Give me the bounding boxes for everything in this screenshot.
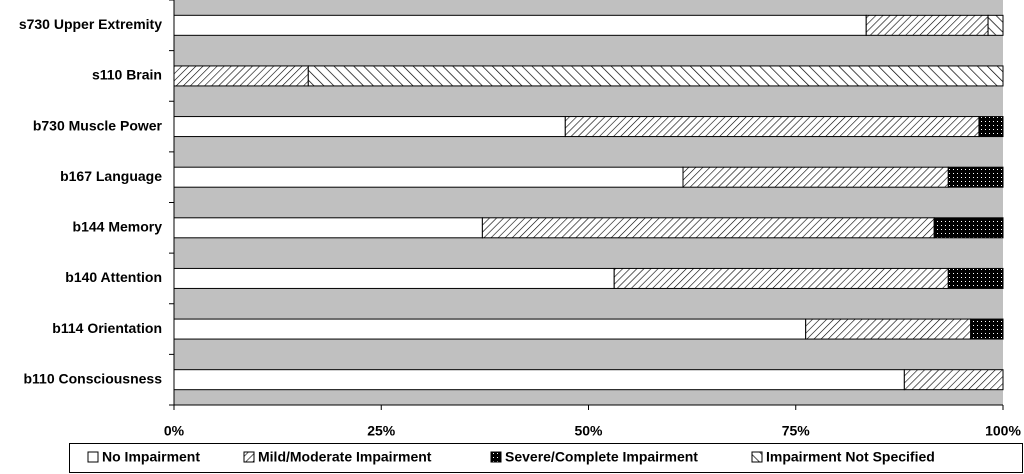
- legend-label: Mild/Moderate Impairment: [258, 449, 432, 465]
- legend-swatch: [243, 451, 255, 463]
- legend: No Impairment Mild/Moderate Impairment Sev…: [69, 443, 1023, 473]
- legend-label: No Impairment: [102, 449, 200, 465]
- bar-segment: [978, 116, 1004, 138]
- bar-segment: [173, 318, 807, 340]
- bar-segment: [613, 267, 949, 289]
- y-tick-label: b730 Muscle Power: [33, 117, 163, 133]
- legend-swatch: [490, 451, 502, 463]
- bar-segment: [173, 217, 483, 239]
- x-tick-label: 25%: [367, 423, 396, 439]
- y-tick-label: b140 Attention: [65, 269, 162, 285]
- x-tick-label: 75%: [782, 423, 811, 439]
- bar-segment: [682, 166, 949, 188]
- y-tick-label: b144 Memory: [73, 219, 163, 235]
- bar-segment: [564, 116, 980, 138]
- plot-background: [174, 0, 1003, 405]
- bar-segment: [173, 116, 566, 138]
- y-tick-label: b114 Orientation: [52, 320, 162, 336]
- bar-segment: [173, 369, 905, 391]
- bar-segment: [307, 65, 1004, 87]
- legend-label: Impairment Not Specified: [766, 449, 935, 465]
- plot-area: 0% 25% 50% 75% 100% s730 Upper Extremity s110 …: [19, 0, 1021, 439]
- bar-segment: [865, 14, 989, 36]
- legend-box: [69, 443, 1023, 473]
- y-tick-label: s730 Upper Extremity: [19, 16, 162, 32]
- bar-segment: [805, 318, 972, 340]
- bar-segment: [903, 369, 1004, 391]
- bar-segment: [173, 166, 684, 188]
- bar-segment: [947, 267, 1004, 289]
- bar-segment: [987, 14, 1004, 36]
- y-tick-label: b110 Consciousness: [23, 370, 162, 386]
- y-tick-label: s110 Brain: [92, 67, 162, 83]
- x-tick-label: 50%: [574, 423, 603, 439]
- bar-segment: [173, 14, 867, 36]
- x-tick-label: 0%: [164, 423, 185, 439]
- bar-segment: [173, 65, 309, 87]
- bar-segment: [947, 166, 1004, 188]
- bar-segment: [481, 217, 935, 239]
- x-tick-label: 100%: [985, 423, 1021, 439]
- y-tick-label: b167 Language: [60, 168, 162, 184]
- legend-swatch: [87, 451, 99, 463]
- bar-segment: [933, 217, 1004, 239]
- legend-swatch: [751, 451, 763, 463]
- bar-segment: [970, 318, 1004, 340]
- bar-segment: [173, 267, 615, 289]
- legend-label: Severe/Complete Impairment: [505, 449, 698, 465]
